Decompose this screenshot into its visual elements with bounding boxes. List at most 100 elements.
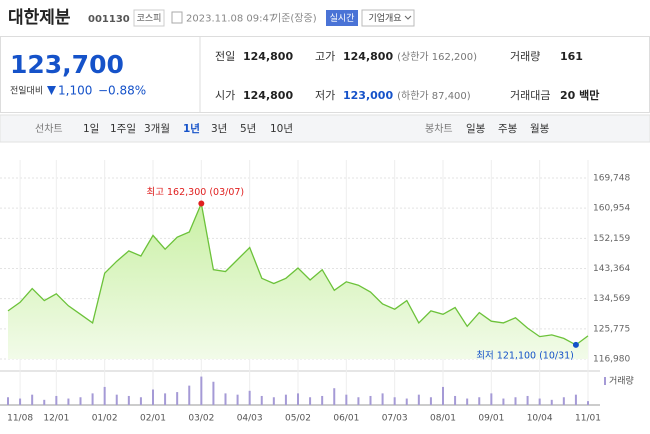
volume-bar (502, 398, 505, 405)
volume-bar (55, 395, 58, 405)
company-badge[interactable] (361, 9, 415, 27)
volume-bar (574, 394, 577, 405)
basis: 기준(장중) (272, 13, 317, 25)
area-fill (8, 203, 588, 359)
volume-bar (91, 393, 94, 405)
volume-bar (417, 394, 420, 405)
market: 코스피 (137, 13, 162, 24)
volume-bar (79, 397, 82, 405)
tab[interactable]: 1일 (83, 122, 99, 135)
dropdown-icon (404, 15, 412, 20)
tab[interactable]: 3년 (211, 123, 227, 135)
x-tick-label: 11/08 (7, 414, 33, 424)
stat-label: 거래량 (510, 50, 540, 63)
volume-bar (19, 398, 22, 405)
volume-bar (514, 397, 517, 405)
volume-bar (67, 398, 70, 405)
volume-bar (490, 393, 493, 405)
volume-bar (309, 397, 312, 405)
stat-label: 고가 (315, 50, 335, 63)
volume-bar (43, 399, 46, 405)
tab[interactable]: 1년 (183, 122, 200, 135)
volume-bar (297, 393, 299, 405)
x-tick-label: 10/04 (527, 414, 553, 424)
volume-bar (333, 388, 336, 405)
stat-value: 124,800 (343, 50, 393, 63)
volume-bar (345, 394, 348, 405)
stock-name: 대한제분 (8, 8, 71, 28)
volume-bar (272, 397, 275, 405)
tab[interactable]: 주봉 (498, 123, 518, 135)
volume-bar (562, 397, 565, 405)
stat-note: (하한가 87,400) (397, 89, 471, 102)
stat-value: 20 백만 (560, 88, 599, 102)
volume-bar (103, 386, 106, 405)
volume-bar (550, 399, 553, 405)
x-tick-label: 04/03 (237, 414, 263, 424)
volume-bar (321, 395, 324, 405)
realtime-badge[interactable] (326, 10, 358, 26)
volume-bar (429, 397, 432, 405)
volume-bar (381, 393, 384, 405)
tab[interactable]: 월봉 (530, 123, 550, 135)
volume-bar (248, 390, 251, 405)
volume-legend: 거래량 (609, 375, 634, 387)
realtime[interactable]: 실시간 (330, 13, 355, 24)
datetime: 2023.11.08 09:47 (186, 14, 275, 25)
stat-label: 저가 (315, 89, 335, 102)
price: 123,700 (10, 50, 124, 79)
volume-bar (176, 392, 179, 405)
tab[interactable]: 5년 (240, 123, 256, 135)
volume-bar (393, 397, 396, 405)
x-tick-label: 06/01 (333, 414, 359, 424)
tab[interactable]: 일봉 (466, 122, 486, 135)
volume-bar (164, 393, 167, 405)
stat-label: 전일 (215, 49, 235, 63)
down-arrow (47, 86, 56, 95)
change-label: 전일대비 (10, 86, 43, 97)
tab[interactable]: 1주일 (110, 122, 136, 135)
x-tick-label: 07/03 (382, 414, 408, 424)
volume-bar (369, 395, 372, 405)
y-tick-label: 160,954 (593, 204, 630, 214)
volume-bar (212, 381, 215, 405)
market-badge (133, 9, 165, 27)
tab[interactable]: 10년 (270, 123, 293, 135)
stat-value: 124,800 (243, 89, 293, 102)
x-tick-label: 11/01 (575, 414, 601, 424)
x-tick-label: 01/02 (92, 414, 118, 424)
volume-bar (454, 395, 457, 405)
quote-panel (0, 36, 650, 113)
change-pct: −0.88% (98, 84, 146, 98)
calendar-icon (171, 11, 183, 24)
volume-bar (152, 389, 154, 405)
x-tick-label: 09/01 (478, 414, 504, 424)
volume-bar (538, 398, 541, 405)
volume-bar (526, 395, 529, 405)
x-tick-label: 08/01 (430, 414, 456, 424)
stat-value: 124,800 (243, 50, 293, 63)
volume-bar (236, 394, 239, 405)
volume-bar (587, 401, 589, 405)
price-line (7, 201, 589, 346)
volume-bar (224, 393, 227, 405)
stat-label: 시가 (215, 89, 235, 102)
y-tick-label: 143,364 (593, 264, 630, 274)
volume-bar (127, 395, 130, 405)
tab[interactable]: 3개월 (144, 123, 170, 135)
volume-bar (405, 398, 408, 405)
tab-group-label: 선차트 (35, 123, 63, 135)
stock-code: 001130 (88, 14, 130, 25)
x-tick-label: 03/02 (188, 414, 214, 424)
high-annotation: 최고 162,300 (03/07) (147, 187, 245, 198)
x-tick-label: 12/01 (43, 414, 69, 424)
y-tick-label: 125,775 (593, 324, 630, 334)
volume-bar (115, 394, 118, 405)
volume-bar (7, 397, 9, 405)
volume-bar (200, 376, 203, 405)
y-tick-label: 152,159 (593, 234, 630, 244)
company[interactable]: 기업개요 (368, 13, 401, 24)
stat-note: (상한가 162,200) (397, 51, 477, 63)
